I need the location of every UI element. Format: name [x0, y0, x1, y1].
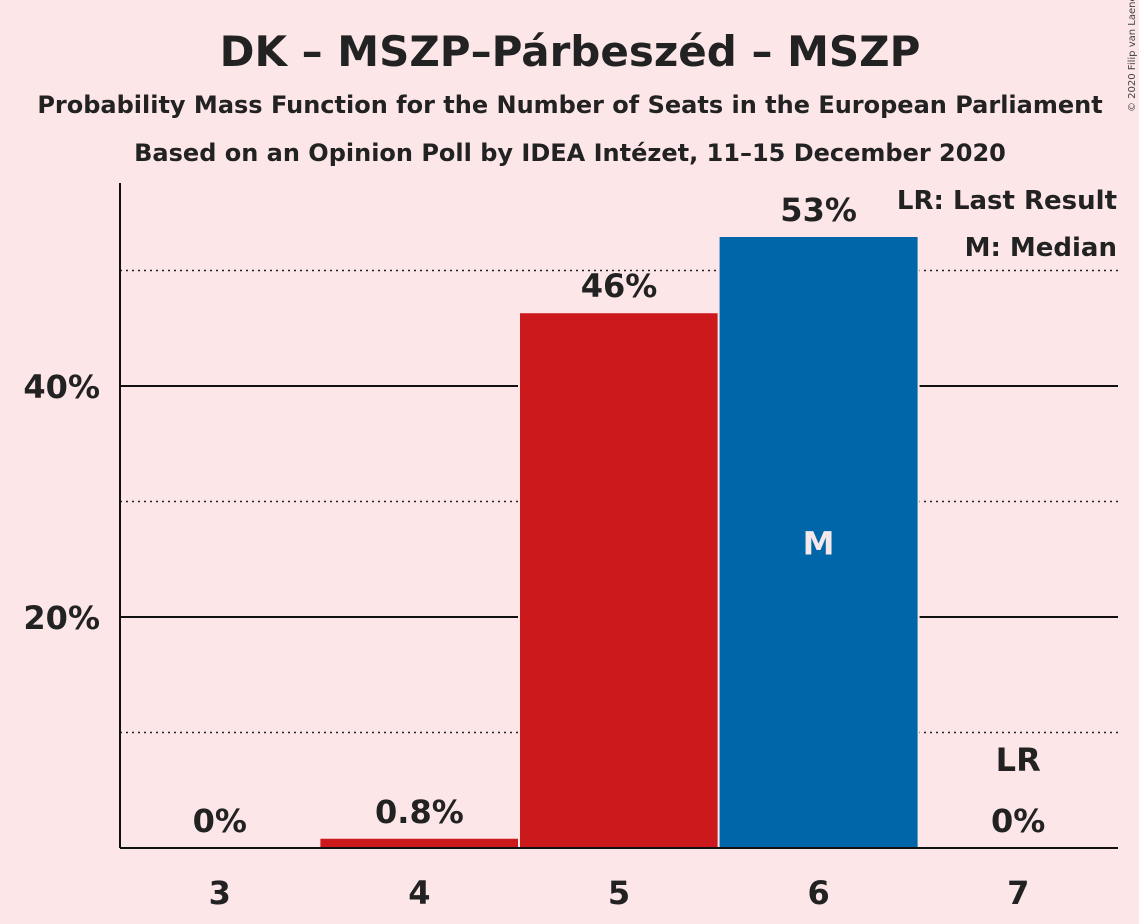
y-tick-label: 40% [23, 368, 100, 406]
last-result-marker: LR [996, 741, 1041, 779]
x-tick-label: 6 [807, 874, 829, 912]
chart-subtitle: Probability Mass Function for the Number… [37, 91, 1102, 119]
labels: 0% 3 0.8% 4 46% 5 53% 6 M 0% 7 LR 20% 40% [23, 191, 1045, 912]
median-marker: M [803, 525, 835, 563]
x-tick-label: 7 [1007, 874, 1029, 912]
value-label-7: 0% [991, 802, 1045, 840]
value-label-5: 46% [581, 267, 658, 305]
bar-seats-6 [719, 237, 918, 848]
x-tick-label: 5 [608, 874, 630, 912]
bar-seats-5 [520, 313, 718, 848]
axes [119, 183, 1118, 849]
value-label-6: 53% [780, 191, 857, 229]
x-tick-label: 4 [408, 874, 430, 912]
value-label-4: 0.8% [375, 793, 464, 831]
bars [318, 235, 920, 848]
y-tick-label: 20% [23, 599, 100, 637]
legend-last-result: LR: Last Result [897, 186, 1117, 216]
legend-median: M: Median [965, 233, 1117, 263]
chart-poll-source: Based on an Opinion Poll by IDEA Intézet… [134, 139, 1006, 167]
bar-seats-4 [320, 838, 519, 848]
copyright-notice: © 2020 Filip van Laenen [1127, 0, 1138, 112]
chart-title: DK – MSZP–Párbeszéd – MSZP [220, 27, 921, 76]
x-tick-label: 3 [209, 874, 231, 912]
value-label-3: 0% [193, 802, 247, 840]
